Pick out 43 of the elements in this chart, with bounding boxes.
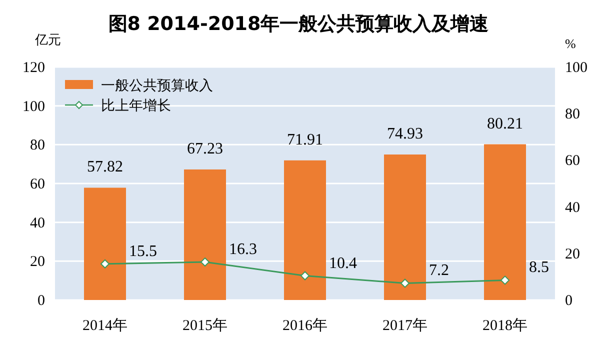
legend-label: 一般公共预算收入 [101,78,213,94]
data-label: 74.93 [387,126,423,143]
bar [484,144,526,300]
bar [284,160,326,300]
point [500,276,510,285]
bar [184,169,226,300]
chart-title: 图8 2014-2018年一般公共预算收入及增速 [108,13,489,35]
data-label: 15.5 [129,242,157,260]
y-tick-label: 100 [22,98,45,115]
y2-tick-label: 20 [565,246,580,262]
point [400,278,410,288]
legend-label: 比上年增长 [101,98,171,114]
y-axis-title: 亿元 [34,32,61,47]
point [300,271,310,280]
data-label: 10.4 [329,254,357,272]
y2-tick-label: 80 [565,106,580,123]
data-label: 57.82 [87,158,123,176]
x-tick-label: 2016年 [282,317,328,334]
data-label: 67.23 [187,140,223,158]
data-label: 16.3 [229,241,257,258]
y-tick-label: 120 [22,60,45,76]
y-tick-label: 60 [30,176,45,192]
x-tick-label: 2015年 [182,317,228,334]
y-tick-label: 80 [30,138,45,154]
bar [84,188,126,300]
point [100,259,110,268]
y2-tick-label: 60 [565,153,580,170]
data-label: 80.21 [487,115,523,132]
y2-axis-title: % [565,36,576,51]
y2-tick-label: 0 [565,293,572,309]
bar [384,154,426,300]
point [200,258,210,267]
y-tick-label: 40 [30,215,45,232]
data-label: 71.91 [287,131,323,148]
y-tick-label: 0 [38,293,45,309]
x-tick-label: 2014年 [82,317,128,334]
data-label: 8.5 [529,259,549,276]
data-label: 7.2 [429,262,449,280]
x-tick-label: 2017年 [382,317,428,334]
y-tick-label: 20 [30,254,45,270]
x-tick-label: 2018年 [482,317,528,334]
y2-tick-label: 40 [565,200,580,216]
y2-tick-label: 100 [565,60,588,76]
